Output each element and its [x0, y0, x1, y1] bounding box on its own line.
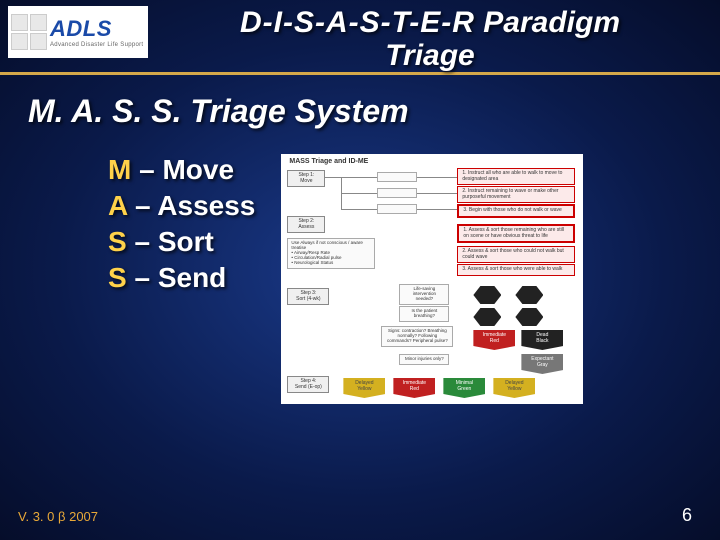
decision-box: Signs: contraction? Breathing normally? …	[381, 326, 453, 347]
bullet-item: S – Send	[108, 262, 255, 294]
triage-tag-delayed: DelayedYellow	[343, 378, 385, 398]
bullet-letter: M	[108, 154, 131, 185]
bullet-letter: A	[108, 190, 127, 221]
bullet-text: – Sort	[127, 226, 214, 257]
logo-icon	[30, 14, 47, 31]
hex-icon	[515, 308, 543, 326]
instruction-box: 2. Instruct remaining to wave or make ot…	[457, 186, 575, 203]
triage-tag-delayed: DelayedYellow	[493, 378, 535, 398]
version-label: V. 3. 0 β 2007	[18, 509, 98, 524]
triage-tag-immediate: ImmediateRed	[393, 378, 435, 398]
logo-icon	[11, 33, 28, 50]
logo-main-text: ADLS	[50, 16, 145, 42]
title-line-1: D-I-S-A-S-T-E-R Paradigm	[148, 6, 712, 39]
bullet-item: M – Move	[108, 154, 255, 186]
connector-line	[325, 177, 377, 178]
page-number: 6	[682, 505, 692, 526]
title-block: D-I-S-A-S-T-E-R Paradigm Triage	[148, 6, 712, 72]
connector-box	[377, 204, 417, 214]
step-box: Step 1:Move	[287, 170, 325, 187]
instruction-box: 3. Assess & sort those who were able to …	[457, 264, 575, 276]
hex-icon	[473, 286, 501, 304]
decision-box: Life-saving intervention needed?	[399, 284, 449, 305]
bullet-item: S – Sort	[108, 226, 255, 258]
bullet-text: – Move	[131, 154, 234, 185]
bullet-text: – Assess	[127, 190, 255, 221]
instruction-box-highlight: 3. Begin with those who do not walk or w…	[457, 204, 575, 218]
title-rest: Paradigm	[475, 6, 620, 39]
bullet-item: A – Assess	[108, 190, 255, 222]
connector-line	[417, 209, 457, 210]
logo-sub-text: Advanced Disaster Life Support	[50, 42, 145, 48]
connector-box	[377, 172, 417, 182]
decision-box: Is the patient breathing?	[399, 306, 449, 322]
slide-header: ADLS Advanced Disaster Life Support D-I-…	[0, 0, 720, 75]
step-box: Step 2:Assess	[287, 216, 325, 233]
instruction-box: 1. Instruct all who are able to walk to …	[457, 168, 575, 185]
hex-icon	[473, 308, 501, 326]
connector-line	[341, 177, 342, 209]
adls-logo: ADLS Advanced Disaster Life Support	[8, 6, 148, 58]
step-box: Step 4:Send (E-op)	[287, 376, 329, 393]
instruction-box-highlight: 1. Assess & sort those remaining who are…	[457, 224, 575, 243]
connector-line	[341, 193, 377, 194]
triage-tag-minimal: MinimalGreen	[443, 378, 485, 398]
decision-box: Minor injuries only?	[399, 354, 449, 365]
bullet-list: M – Move A – Assess S – Sort S – Send	[108, 154, 255, 294]
triage-tag-expectant: ExpectantGray	[521, 354, 563, 374]
logo-icon-grid	[11, 14, 47, 50]
flowchart-diagram: MASS Triage and ID-ME Step 1:Move Step 2…	[281, 154, 583, 404]
logo-text: ADLS Advanced Disaster Life Support	[50, 16, 145, 48]
triage-tag-dead: DeadBlack	[521, 330, 563, 350]
hex-icon	[515, 286, 543, 304]
triage-tag-immediate: ImmediateRed	[473, 330, 515, 350]
slide-subtitle: M. A. S. S. Triage System	[0, 75, 720, 130]
title-acronym: D-I-S-A-S-T-E-R	[240, 6, 475, 39]
instruction-box: 2. Assess & sort those who could not wal…	[457, 246, 575, 263]
logo-icon	[11, 14, 28, 31]
connector-line	[417, 193, 457, 194]
bullet-letter: S	[108, 226, 127, 257]
connector-box	[377, 188, 417, 198]
step-box: Step 3:Sort (4-wk)	[287, 288, 329, 305]
bullet-letter: S	[108, 262, 127, 293]
detail-box: Use Always if not conscious / aware trea…	[287, 238, 375, 269]
content-row: M – Move A – Assess S – Sort S – Send MA…	[0, 130, 720, 404]
connector-line	[417, 177, 457, 178]
logo-icon	[30, 33, 47, 50]
bullet-text: – Send	[127, 262, 227, 293]
title-line-2: Triage	[148, 39, 712, 72]
diagram-title: MASS Triage and ID-ME	[289, 158, 368, 165]
connector-line	[341, 209, 377, 210]
